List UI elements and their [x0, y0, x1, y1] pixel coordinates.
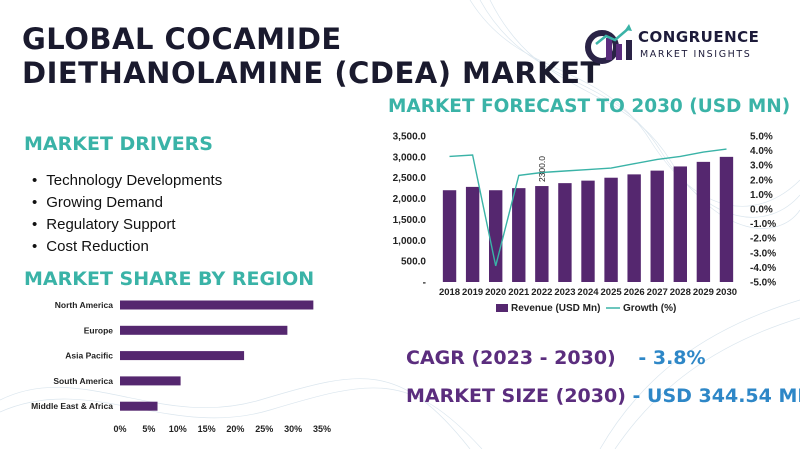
logo-name: CONGRUENCE	[638, 28, 760, 46]
drivers-list: Technology Developments Growing Demand R…	[32, 170, 222, 258]
revenue-bar	[719, 156, 734, 282]
driver-item: Technology Developments	[32, 170, 222, 192]
x-tick-label: 2026	[624, 287, 645, 298]
x-tick-label: 2018	[439, 287, 460, 298]
x-tick-label: 25%	[255, 424, 273, 434]
x-tick-label: 2029	[693, 287, 714, 298]
y-right-tick-label: -3.0%	[750, 248, 776, 259]
y-right-tick-label: 0.0%	[750, 205, 773, 216]
y-right-tick-label: -5.0%	[750, 278, 776, 289]
region-label: North America	[55, 300, 114, 310]
x-tick-label: 10%	[169, 424, 187, 434]
revenue-bar	[650, 170, 664, 282]
x-tick-label: 2027	[647, 287, 668, 298]
x-tick-label: 2028	[670, 287, 691, 298]
x-tick-label: 2023	[554, 287, 575, 298]
market-size-label: MARKET SIZE (2030)	[406, 385, 626, 407]
region-bar	[120, 300, 314, 310]
region-label: Middle East & Africa	[31, 401, 113, 411]
cm-logo-icon	[585, 24, 632, 64]
x-tick-label: 5%	[142, 424, 155, 434]
revenue-bar	[673, 166, 687, 282]
y-left-tick-label: 500.0	[401, 257, 426, 268]
y-right-tick-label: -4.0%	[750, 263, 776, 274]
revenue-bar	[512, 188, 526, 282]
revenue-bar	[535, 186, 549, 282]
legend-swatch-revenue	[496, 304, 508, 312]
company-logo: CONGRUENCE MARKET INSIGHTS	[582, 22, 782, 68]
y-right-tick-label: 3.0%	[750, 161, 773, 172]
region-bar	[120, 401, 158, 411]
region-chart: North America Europe Asia Pacific South Ame…	[31, 300, 331, 434]
market-size-kpi: MARKET SIZE (2030) - USD 344.54 MN	[406, 385, 800, 407]
y-left-tick-label: 2,500.0	[393, 173, 427, 184]
x-tick-label: 2025	[601, 287, 623, 298]
driver-item: Cost Reduction	[32, 236, 222, 258]
y-right-tick-label: -2.0%	[750, 234, 776, 245]
region-bar	[120, 351, 245, 361]
cagr-kpi: CAGR (2023 - 2030) - 3.8%	[406, 347, 706, 369]
y-right-tick-label: 4.0%	[750, 146, 773, 157]
cagr-label: CAGR (2023 - 2030)	[406, 347, 616, 369]
y-left-tick-label: -	[423, 278, 426, 289]
market-size-value: - USD 344.54 MN	[632, 385, 800, 407]
cagr-value: - 3.8%	[638, 347, 706, 369]
revenue-bar	[627, 174, 641, 282]
region-label: Asia Pacific	[65, 351, 113, 361]
revenue-bar	[558, 183, 572, 282]
y-right-tick-label: 2.0%	[750, 175, 773, 186]
revenue-bar	[604, 177, 618, 282]
forecast-heading: MARKET FORECAST TO 2030 (USD MN)	[388, 96, 791, 117]
region-bar	[120, 325, 288, 335]
legend-label-growth: Growth (%)	[623, 303, 676, 314]
driver-item: Regulatory Support	[32, 214, 222, 236]
y-left-tick-label: 1,500.0	[393, 215, 427, 226]
logo-tagline: MARKET INSIGHTS	[640, 49, 752, 60]
y-right-tick-label: 5.0%	[750, 132, 773, 143]
title-line-1: GLOBAL COCAMIDE	[22, 22, 342, 56]
x-tick-label: 2030	[716, 287, 737, 298]
x-tick-label: 35%	[313, 424, 331, 434]
y-right-tick-label: 1.0%	[750, 190, 773, 201]
x-tick-label: 2019	[462, 287, 483, 298]
growth-line	[449, 148, 727, 267]
revenue-bar	[581, 180, 595, 282]
x-tick-label: 2022	[531, 287, 552, 298]
region-bar	[120, 376, 181, 386]
revenue-bar	[442, 190, 457, 282]
legend-label-revenue: Revenue (USD Mn)	[511, 303, 600, 314]
driver-item: Growing Demand	[32, 192, 222, 214]
region-label: Europe	[84, 325, 114, 335]
page-title: GLOBAL COCAMIDE DIETHANOLAMINE (CDEA) MA…	[22, 22, 601, 90]
x-tick-label: 30%	[284, 424, 302, 434]
x-tick-label: 2020	[485, 287, 506, 298]
x-tick-label: 2021	[508, 287, 530, 298]
x-tick-label: 20%	[226, 424, 244, 434]
x-tick-label: 2024	[577, 287, 599, 298]
y-right-tick-label: -1.0%	[750, 219, 776, 230]
drivers-heading: MARKET DRIVERS	[24, 133, 213, 155]
revenue-bar	[465, 186, 480, 282]
y-left-tick-label: 1,000.0	[393, 236, 427, 247]
y-left-tick-label: 2,000.0	[393, 194, 427, 205]
revenue-bar	[696, 161, 711, 282]
data-label: 2300.0	[537, 156, 547, 182]
revenue-bar	[489, 190, 503, 282]
x-tick-label: 0%	[113, 424, 126, 434]
x-tick-label: 15%	[198, 424, 216, 434]
region-heading: MARKET SHARE BY REGION	[24, 268, 315, 290]
y-left-tick-label: 3,500.0	[393, 132, 427, 143]
title-line-2: DIETHANOLAMINE (CDEA) MARKET	[22, 56, 601, 90]
forecast-chart: - 500.0 1,000.0 1,500.0 2,000.0 2,500.0 3,000.…	[393, 132, 777, 315]
region-label: South America	[53, 376, 113, 386]
y-left-tick-label: 3,000.0	[393, 152, 427, 163]
